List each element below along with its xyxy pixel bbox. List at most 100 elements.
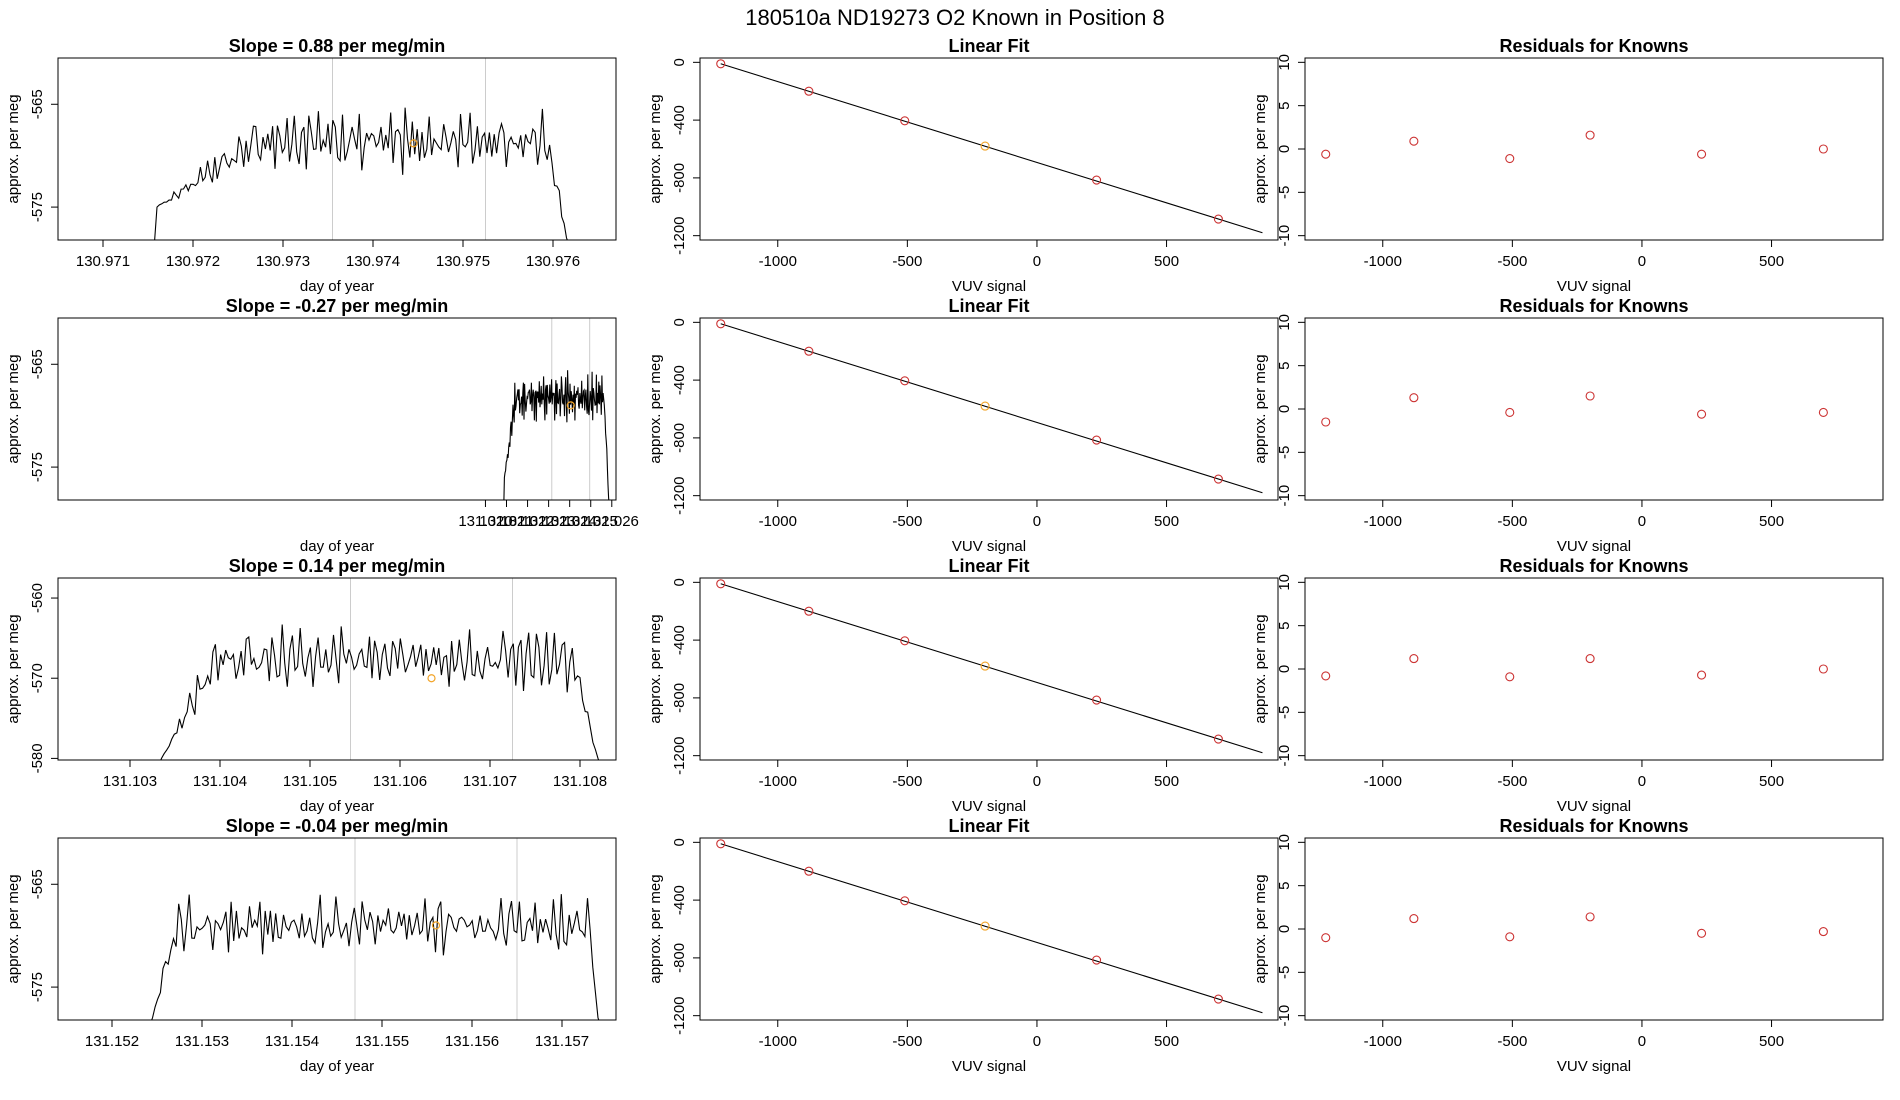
x-axis: 130.971 130.972 130.973 130.974 130.975 130.9… <box>76 239 580 270</box>
x-axis-label: VUV signal <box>1557 278 1631 295</box>
plot-area <box>151 838 600 1020</box>
x-tick-label: -1000 <box>759 513 797 530</box>
figure-title: 180510a ND19273 O2 Known in Position 8 <box>745 5 1165 30</box>
known-point <box>1697 670 1707 680</box>
plot-frame <box>57 57 617 241</box>
y-tick-label: -575 <box>29 192 46 222</box>
y-tick-label: -800 <box>671 423 688 453</box>
panel-title: Residuals for Knowns <box>1499 556 1688 576</box>
x-tick-label: 0 <box>1033 1033 1041 1050</box>
known-point <box>804 606 814 616</box>
y-tick-label: 10 <box>1276 834 1293 851</box>
known-point <box>1505 672 1515 682</box>
known-point <box>1409 654 1419 664</box>
x-tick-label: 130.975 <box>436 253 490 270</box>
known-point <box>1818 144 1828 154</box>
y-axis-label: approx. per meg <box>647 354 664 463</box>
plot-area <box>154 58 568 240</box>
x-tick-label: 131.103 <box>103 773 157 790</box>
series-line <box>154 107 568 240</box>
y-tick-label: -5 <box>1276 966 1293 979</box>
known-point <box>716 319 726 329</box>
y-tick-label: 0 <box>1276 145 1293 153</box>
y-axis-label: approx. per meg <box>5 874 22 983</box>
x-axis-label: day of year <box>300 798 374 815</box>
x-axis: 131.020131.021131.022131.023131.024131.0… <box>458 499 639 530</box>
plot-area <box>160 578 600 760</box>
known-point <box>900 636 910 646</box>
known-point <box>1092 435 1102 445</box>
known-point <box>900 116 910 126</box>
x-tick-label: 131.023 <box>522 513 576 530</box>
mean-marker-point <box>566 401 575 410</box>
panel-residuals-row0: Residuals for Knowns VUV signal approx. pe… <box>1252 36 1884 295</box>
y-tick-label: -800 <box>671 163 688 193</box>
x-tick-label: -500 <box>892 253 922 270</box>
panel-title: Linear Fit <box>948 816 1029 836</box>
x-tick-label: 0 <box>1033 513 1041 530</box>
y-tick-label: -400 <box>671 105 688 135</box>
y-axis: 0 -400 -800 -1200 <box>671 58 701 255</box>
x-tick-label: -500 <box>1497 253 1527 270</box>
panel-title: Residuals for Knowns <box>1499 816 1688 836</box>
plot-frame <box>699 837 1279 1021</box>
x-tick-label: 131.153 <box>175 1033 229 1050</box>
y-tick-label: -565 <box>29 349 46 379</box>
known-point <box>1585 130 1595 140</box>
x-tick-label: 131.157 <box>535 1033 589 1050</box>
known-point <box>1697 409 1707 419</box>
x-tick-label: -1000 <box>759 253 797 270</box>
plot-frame <box>57 837 617 1021</box>
known-point <box>1818 664 1828 674</box>
panel-title: Slope = 0.88 per meg/min <box>229 36 446 56</box>
x-tick-label: 131.025 <box>564 513 618 530</box>
x-axis-label: VUV signal <box>952 278 1026 295</box>
panel-grid: Slope = 0.88 per meg/min day of year appro… <box>5 36 1884 1075</box>
plot-frame <box>1304 837 1884 1021</box>
y-tick-label: 0 <box>1276 405 1293 413</box>
y-tick-label: -1200 <box>671 736 688 774</box>
series-line <box>160 624 600 760</box>
plot-area <box>716 319 1263 494</box>
plot-frame <box>1304 57 1884 241</box>
x-tick-label: -500 <box>892 513 922 530</box>
x-tick-label: 131.107 <box>463 773 517 790</box>
plot-area <box>1321 654 1828 682</box>
x-tick-label: 130.971 <box>76 253 130 270</box>
plot-area <box>1321 912 1828 943</box>
x-tick-label: 131.022 <box>500 513 554 530</box>
y-tick-label: 0 <box>671 318 688 326</box>
plot-area <box>716 579 1263 754</box>
y-axis-label: approx. per meg <box>1252 874 1269 983</box>
known-point <box>1213 214 1223 224</box>
panel-timeseries-row3: Slope = -0.04 per meg/min day of year appr… <box>5 816 617 1075</box>
known-point <box>1321 149 1331 159</box>
x-tick-label: 0 <box>1033 773 1041 790</box>
y-tick-label: 5 <box>1276 881 1293 889</box>
panel-title: Linear Fit <box>948 556 1029 576</box>
x-tick-label: -1000 <box>1364 513 1402 530</box>
x-tick-label: 500 <box>1759 513 1784 530</box>
x-tick-label: -1000 <box>1364 1033 1402 1050</box>
y-tick-label: -575 <box>29 452 46 482</box>
panel-timeseries-row1: Slope = -0.27 per meg/min day of year appr… <box>5 296 639 555</box>
mean-marker-point <box>409 139 418 148</box>
x-tick-label: 500 <box>1759 253 1784 270</box>
y-tick-label: -560 <box>29 583 46 613</box>
known-point <box>1321 933 1331 943</box>
panel-title: Residuals for Knowns <box>1499 36 1688 56</box>
unknown-point <box>980 661 990 671</box>
panel-residuals-row1: Residuals for Knowns VUV signal approx. pe… <box>1252 296 1884 555</box>
known-point <box>1213 994 1223 1004</box>
unknown-point <box>980 921 990 931</box>
plot-frame <box>1304 317 1884 501</box>
known-point <box>804 346 814 356</box>
x-tick-label: 131.108 <box>553 773 607 790</box>
known-point <box>1092 175 1102 185</box>
x-tick-label: 0 <box>1033 253 1041 270</box>
y-tick-label: -10 <box>1276 225 1293 247</box>
y-tick-label: 0 <box>671 58 688 66</box>
x-tick-label: 500 <box>1154 773 1179 790</box>
panel-title: Slope = -0.27 per meg/min <box>226 296 449 316</box>
